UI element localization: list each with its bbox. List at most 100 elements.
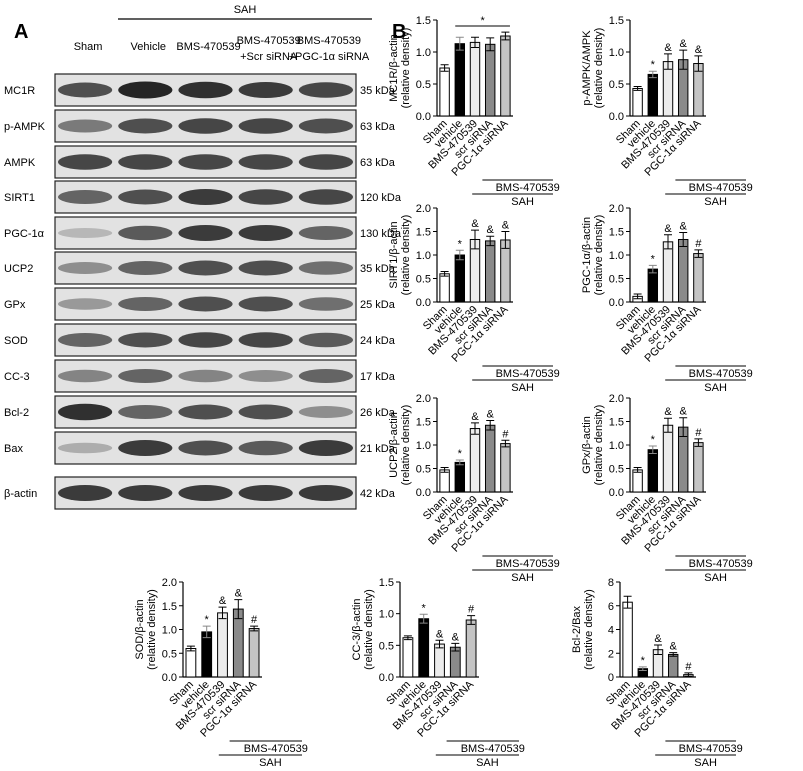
error-bar [234,599,243,620]
blot-band [298,82,353,98]
y-axis-label: Bcl-2/Bax [571,605,583,653]
error-bar [455,249,464,261]
group-label: SAH [511,382,534,394]
error-bar [648,70,657,79]
y-tick-label: 0.0 [162,672,177,684]
size-label: 63 kDa [360,157,396,169]
y-tick-label: 1.0 [162,625,177,637]
bar [484,240,496,303]
blot-band [238,485,293,501]
significance-marker: & [502,220,510,232]
y-axis-label: (relative density) [593,215,605,296]
y-tick-label: 1.0 [416,250,431,262]
blot-band [58,485,113,501]
bar [232,608,244,678]
protein-label: PGC-1α [4,228,45,240]
error-bar [633,467,642,473]
significance-marker: # [695,427,702,439]
group-label: SAH [511,572,534,584]
blot-band [178,404,233,420]
error-bar [440,467,449,473]
y-tick-label: 4 [608,625,614,637]
protein-label: p-AMPK [4,121,46,133]
y-axis-label: CC-3/β-actin [351,599,363,661]
error-bar [694,249,703,258]
blot-band [58,333,113,347]
significance-marker: & [680,406,688,418]
group-label: SAH [511,196,534,208]
blot-band [298,261,353,275]
bar [469,428,481,493]
bar [632,87,643,117]
size-label: 130 kDa [360,228,402,240]
error-bar [679,231,688,248]
error-bar [419,613,428,624]
blot-band [118,261,173,275]
error-bar [679,49,688,70]
blot-band [178,154,233,170]
y-tick-label: 0.0 [416,487,431,499]
bar [434,643,445,678]
protein-label: β-actin [4,488,37,500]
significance-marker: & [664,406,672,418]
error-bar [648,264,657,274]
y-tick-label: 0.5 [609,464,624,476]
significance-marker: & [436,628,444,640]
blot-band [58,82,113,98]
y-axis-label: MC1R/β-actin [388,34,400,101]
lane-label: +PGC-1α siRNA [289,51,370,63]
size-label: 120 kDa [360,192,402,204]
bar [201,631,213,678]
bar [185,648,197,678]
error-bar [654,644,662,655]
size-label: 42 kDa [360,488,396,500]
significance-marker: * [651,434,656,446]
significance-marker: & [664,42,672,54]
significance-marker: & [654,633,662,645]
y-axis-label: (relative density) [593,405,605,486]
y-tick-label: 0.0 [416,111,431,123]
bar [439,273,450,303]
significance-marker: * [641,655,646,667]
bar [677,238,689,303]
significance-marker: # [695,238,702,250]
y-axis-label: (relative density) [400,28,412,109]
group-label: BMS-470539 [244,743,308,755]
error-bar [471,422,479,435]
significance-marker: & [471,411,479,423]
blot-band [178,118,233,134]
bar [469,41,481,117]
blot-band [118,297,173,311]
y-tick-label: 0.5 [416,464,431,476]
error-bar [455,459,464,466]
significance-marker: * [651,253,656,265]
blot-band [178,260,233,276]
error-bar [435,639,444,649]
y-tick-label: 2.0 [416,393,431,405]
blot-band [298,369,353,383]
y-axis-label: p-AMPK/AMPK [581,30,593,106]
y-tick-label: 2.0 [416,203,431,215]
error-bar [471,229,479,250]
y-tick-label: 0.5 [609,79,624,91]
y-tick-label: 0.0 [609,487,624,499]
y-axis-label: (relative density) [146,589,158,670]
y-axis-label: GPx/β-actin [581,416,593,474]
significance-marker: & [664,223,672,235]
bar [647,268,659,303]
group-label: BMS-470539 [496,182,560,194]
error-bar [633,86,642,91]
error-bar [486,420,495,431]
blot-band [118,225,173,241]
blot-band [118,485,173,501]
lane-label: BMS-470539 [237,35,301,47]
size-label: 35 kDa [360,263,396,275]
y-axis-label: (relative density) [593,28,605,109]
y-axis-label: SIRT1/β-actin [388,221,400,288]
y-tick-label: 0.5 [379,640,394,652]
size-label: 17 kDa [360,371,396,383]
error-bar [501,439,510,448]
y-tick-label: 1.5 [609,417,624,429]
bar [454,43,466,117]
